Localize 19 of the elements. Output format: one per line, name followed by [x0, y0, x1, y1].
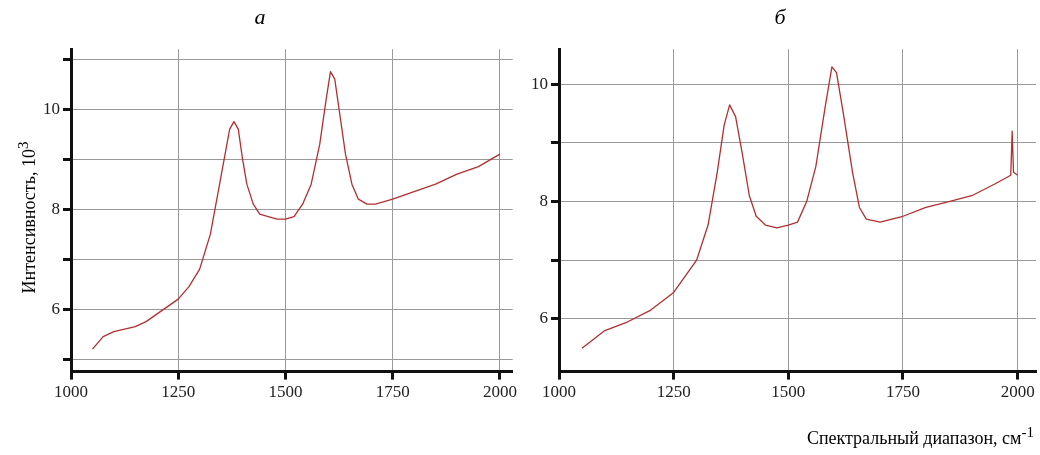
- y-tick-label: 8: [539, 191, 548, 211]
- x-axis-title: Спектральный диапазон, см$^{-1}$: [806, 424, 1034, 449]
- x-tick-label: 2000: [1000, 382, 1035, 402]
- y-tick-label: 6: [51, 298, 60, 318]
- x-tick-label: 1000: [54, 382, 88, 402]
- x-tick-label: 1750: [375, 382, 410, 402]
- y-tick-label: 8: [51, 198, 60, 218]
- x-tick-label: 1000: [542, 382, 576, 402]
- x-tick-label: 1250: [656, 382, 691, 402]
- x-tick-label: 1500: [268, 382, 303, 402]
- chart-title: б: [773, 4, 787, 30]
- x-tick-label: 2000: [482, 382, 517, 402]
- y-tick-label: 10: [531, 73, 548, 93]
- x-tick-label: 1250: [161, 382, 196, 402]
- x-tick-label: 1500: [771, 382, 806, 402]
- x-tick-label: 1750: [885, 382, 920, 402]
- y-tick-label: 10: [43, 98, 60, 118]
- y-tick-label: 6: [539, 308, 548, 328]
- chart-title: а: [253, 4, 267, 30]
